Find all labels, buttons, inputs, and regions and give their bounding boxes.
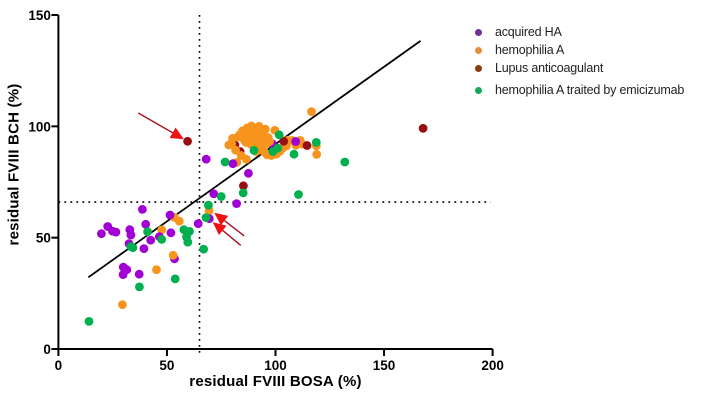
legend-item-hemophilia-a-emicizumab: hemophilia A traited by emicizumab [475, 83, 684, 97]
data-point [418, 123, 428, 133]
data-point [273, 143, 283, 153]
x-tick-label: 100 [264, 358, 287, 373]
x-tick-label: 0 [55, 358, 63, 373]
data-point [157, 225, 167, 235]
legend-item-hemophilia-a: hemophilia A [475, 43, 564, 57]
lupus-anticoagulant-marker-icon [475, 64, 482, 72]
data-point [302, 141, 312, 150]
data-point [118, 300, 127, 310]
data-point [274, 130, 284, 140]
data-point [216, 192, 226, 201]
data-point [166, 228, 176, 238]
y-tick-label: 150 [28, 8, 51, 23]
data-point [152, 265, 161, 275]
data-point [84, 317, 94, 326]
legend-item-acquired-ha: acquired HA [475, 25, 562, 39]
data-point [291, 137, 301, 146]
data-point [311, 138, 321, 147]
data-point [118, 270, 128, 279]
data-point [126, 242, 136, 252]
data-point [170, 274, 180, 284]
data-point [231, 145, 241, 155]
x-tick-label: 150 [373, 358, 396, 373]
y-tick-label: 50 [36, 231, 51, 246]
annotation-arrow-head [214, 212, 229, 226]
x-tick-label: 50 [159, 358, 174, 373]
legend-label: acquired HA [495, 25, 562, 39]
y-axis-title: residual FVIII BCH (%) [5, 83, 23, 246]
annotation-arrow-line [222, 229, 242, 246]
annotation-arrow-line [224, 220, 245, 237]
data-point [242, 154, 251, 164]
data-point [174, 216, 184, 226]
data-point [289, 149, 299, 159]
data-point [199, 244, 209, 254]
annotation-arrow-line [137, 112, 173, 134]
data-point [204, 200, 213, 210]
data-point [134, 269, 144, 279]
data-point [340, 157, 350, 167]
data-point [257, 134, 266, 144]
hemophilia-a-marker-icon [475, 46, 482, 54]
annotation-arrow-head [212, 222, 227, 236]
x-tick-label: 200 [481, 358, 504, 373]
data-point [126, 230, 136, 240]
data-point [232, 199, 242, 209]
data-point [239, 181, 248, 191]
legend-label: Lupus anticoagulant [495, 61, 604, 75]
data-point [193, 219, 203, 229]
data-point [138, 205, 147, 214]
data-point [168, 250, 178, 260]
data-point [238, 188, 248, 198]
data-point [157, 235, 167, 244]
data-point [141, 219, 151, 229]
data-point [279, 136, 289, 146]
data-point [146, 235, 156, 245]
data-point [97, 229, 106, 239]
hemophilia-a-emicizumab-marker-icon [475, 86, 482, 94]
data-point [249, 146, 259, 155]
legend-label: hemophilia A [495, 43, 565, 57]
data-point [135, 282, 144, 292]
data-point [183, 136, 193, 146]
annotation-arrow-head [169, 127, 184, 140]
axes [57, 15, 493, 350]
data-point [307, 107, 316, 116]
legend-label: hemophilia A traited by emicizumab [495, 83, 685, 97]
y-tick-label: 0 [43, 342, 51, 357]
data-point [143, 227, 153, 237]
data-point [220, 157, 230, 167]
data-point [244, 168, 253, 178]
data-point [265, 137, 274, 146]
y-tick-label: 100 [28, 119, 51, 134]
data-point [260, 124, 270, 134]
data-point [312, 150, 322, 159]
data-point [139, 244, 149, 254]
legend-item-lupus-anticoagulant: Lupus anticoagulant [475, 61, 603, 75]
trend-line [87, 40, 422, 279]
data-point [209, 189, 219, 199]
acquired-ha-marker-icon [475, 28, 482, 36]
data-point [111, 227, 121, 237]
data-point [165, 210, 175, 220]
data-point [201, 154, 211, 164]
data-point [294, 190, 303, 199]
data-point [228, 159, 238, 169]
data-point [201, 213, 211, 223]
x-axis-title: residual FVIII BOSA (%) [189, 373, 362, 390]
data-point [183, 237, 193, 247]
